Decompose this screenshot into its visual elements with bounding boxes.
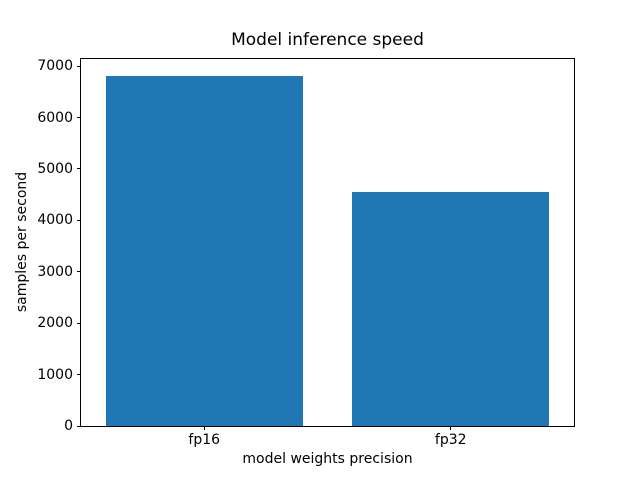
y-tick-label: 1000 <box>37 366 73 383</box>
x-tick-mark <box>203 426 205 430</box>
y-tick-label: 2000 <box>37 315 73 332</box>
y-tick-label: 6000 <box>37 109 73 126</box>
y-tick-mark <box>77 322 81 324</box>
plot-area: 0 1000 2000 3000 4000 5000 6000 7000 fp16 fp32 <box>37 58 575 448</box>
y-tick-label: 3000 <box>37 263 73 280</box>
bar-fp16 <box>105 76 303 426</box>
y-tick-mark <box>77 425 81 427</box>
y-tick-mark <box>77 374 81 376</box>
y-tick-label: 7000 <box>37 58 73 75</box>
y-tick-mark <box>77 168 81 170</box>
y-tick-mark <box>77 117 81 119</box>
y-axis-label: samples per second <box>14 171 30 313</box>
x-tick-mark <box>450 426 452 430</box>
y-tick-mark <box>77 65 81 67</box>
y-tick-label: 4000 <box>37 212 73 229</box>
y-tick-mark <box>77 271 81 273</box>
y-tick-mark <box>77 219 81 221</box>
chart-title: Model inference speed <box>231 30 424 50</box>
x-tick-label: fp32 <box>434 432 467 448</box>
x-axis-label: model weights precision <box>242 451 413 467</box>
y-tick-label: 5000 <box>37 160 73 177</box>
bar-fp32 <box>352 192 550 426</box>
x-tick-label: fp16 <box>188 432 221 448</box>
y-tick-label: 0 <box>64 418 73 434</box>
